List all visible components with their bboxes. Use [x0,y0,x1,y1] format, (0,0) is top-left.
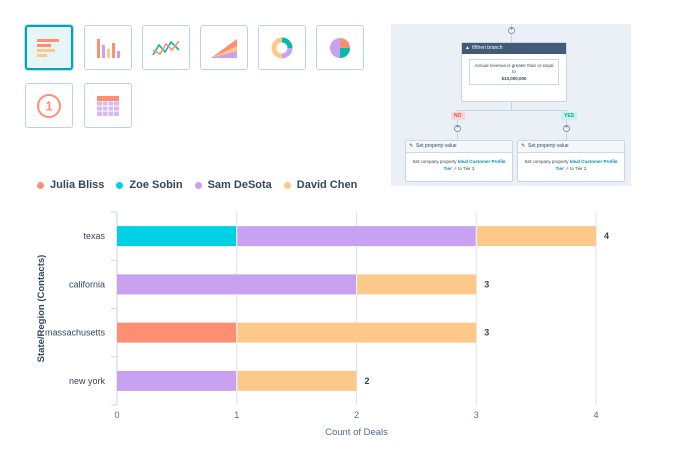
y-axis-title: State/Region (Contacts) [36,255,47,363]
bar-total-label: 3 [484,328,489,338]
legend-swatch [37,181,44,189]
add-action-yes-icon[interactable]: + [563,125,570,132]
action-text: Set company property [524,159,569,164]
donut-chart-icon [270,36,294,60]
set-property-card-no[interactable]: ✎ Set property value Set company propert… [405,140,513,182]
chart-legend: Julia Bliss Zoe Sobin Sam DeSota David Chen [37,178,369,192]
x-tick-label: 3 [474,410,479,420]
bar-segment[interactable] [236,322,477,343]
category-label: texas [83,231,105,241]
legend-swatch [283,181,291,189]
bar-segment[interactable] [476,226,596,247]
condition-value: $10,000,000 [501,76,527,81]
tier-value: to Tier 3 [458,166,475,171]
action-text: Set company property [412,159,457,164]
set-property-card-yes[interactable]: ✎ Set property value Set company propert… [517,140,625,182]
bar-total-label: 2 [365,376,370,386]
chart-type-table-button[interactable] [84,83,132,128]
add-action-top-icon[interactable]: + [508,27,515,34]
table-chart-icon [96,95,120,117]
legend-item[interactable]: Julia Bliss [37,179,104,191]
card-title: Set property value [528,143,569,149]
legend-swatch [194,181,202,189]
single-value-chart-icon: 1 [35,92,63,120]
chart-type-pie-button[interactable] [316,25,364,70]
branch-title: If/then branch [472,45,503,51]
category-label: massachusetts [45,328,106,338]
pie-chart-icon [328,36,352,60]
bar-segment[interactable] [356,274,477,295]
if-then-branch-card[interactable]: ▲ If/then branch Annual revenue is great… [461,42,567,102]
chart-type-single-value-button[interactable]: 1 [25,83,73,128]
tier-link[interactable]: Tier [443,166,452,171]
x-axis-title: Count of Deals [325,427,388,438]
x-tick-label: 1 [234,410,239,420]
property-link[interactable]: Ideal Customer Profile [457,159,506,164]
legend-label: Julia Bliss [50,179,105,191]
set-property-header: ✎ Set property value [406,141,512,153]
condition-text: Annual revenue is greater than or equal … [474,63,554,74]
vertical-bar-chart-icon [96,37,120,59]
legend-label: Zoe Sobin [129,179,183,191]
chart-type-donut-button[interactable] [258,25,306,70]
chart-type-horizontal-bar-button[interactable] [25,25,73,70]
legend-item[interactable]: Sam DeSota [194,179,272,191]
bar-segment[interactable] [236,226,477,247]
bar-segment[interactable] [117,370,237,391]
bar-segment[interactable] [236,370,357,391]
branch-header: ▲ If/then branch [462,43,566,54]
category-label: california [69,279,105,289]
edit-icon: ✎ [521,143,526,149]
property-link[interactable]: Ideal Customer Profile [569,159,618,164]
chart-type-line-button[interactable] [142,25,190,70]
x-tick-label: 2 [354,410,359,420]
legend-swatch [116,181,124,189]
legend-item[interactable]: David Chen [283,179,358,191]
x-tick-label: 0 [114,410,119,420]
workflow-panel: + ▲ If/then branch Annual revenue is gre… [391,24,631,186]
bar-segment[interactable] [117,322,237,343]
no-branch-tag: NO [451,112,465,120]
legend-label: David Chen [296,179,358,191]
tier-link[interactable]: Tier [555,166,564,171]
line-chart-icon [152,38,180,58]
card-title: Set property value [416,143,457,149]
horizontal-bar-chart-icon [36,38,62,58]
bar-total-label: 3 [484,279,489,289]
single-value-number: 1 [45,98,52,113]
stacked-bar-chart: texas 4 california 3 massachusetts 3 new york 2… [36,211,609,438]
category-label: new york [69,376,106,386]
external-link-icon: ↗ [453,166,457,171]
legend-label: Sam DeSota [207,179,272,191]
x-tick-label: 4 [593,410,598,420]
set-property-header: ✎ Set property value [518,141,624,153]
yes-branch-tag: YES [561,112,578,120]
area-chart-icon [210,37,238,59]
branch-condition: Annual revenue is greater than or equal … [469,59,559,85]
bar-segment[interactable] [117,274,357,295]
external-link-icon: ↗ [565,166,569,171]
bar-segment[interactable] [117,226,237,247]
warning-icon: ▲ [465,45,470,51]
bar-total-label: 4 [604,231,609,241]
add-action-no-icon[interactable]: + [454,125,461,132]
edit-icon: ✎ [409,143,414,149]
chart-type-area-button[interactable] [200,25,248,70]
tier-value: to Tier 2 [570,166,587,171]
legend-item[interactable]: Zoe Sobin [116,179,183,191]
chart-type-vertical-bar-button[interactable] [84,25,132,70]
